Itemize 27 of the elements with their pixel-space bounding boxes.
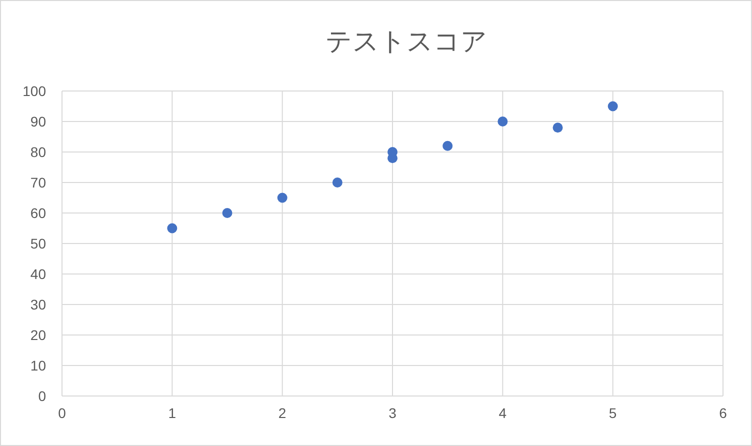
y-tick-label: 90 [30,114,46,130]
y-tick-label: 80 [30,144,46,160]
point [608,101,618,112]
y-tick-label: 20 [30,327,46,343]
y-tick-label: 10 [30,358,46,374]
y-tick-label: 60 [30,205,46,221]
y-tick-label: 40 [30,266,46,282]
x-tick-label: 2 [278,405,286,421]
point [442,140,453,151]
y-tick-label: 50 [30,236,46,252]
y-tick-label: 70 [30,174,46,190]
x-tick-label: 4 [498,405,507,421]
point [498,116,508,126]
point [332,178,342,188]
y-tick-label: 0 [38,388,46,404]
x-tick-label: 5 [608,405,617,421]
x-tick-label: 0 [58,405,66,421]
x-tick-label: 3 [388,405,397,421]
y-tick-label: 30 [30,296,46,312]
x-tick-label: 6 [719,405,728,421]
chart-title: テストスコア [326,26,488,56]
point [277,192,288,203]
y-tick-label: 100 [22,83,46,99]
x-tick-label: 1 [168,405,176,421]
point [167,223,178,234]
point [552,122,563,133]
point [222,208,232,218]
